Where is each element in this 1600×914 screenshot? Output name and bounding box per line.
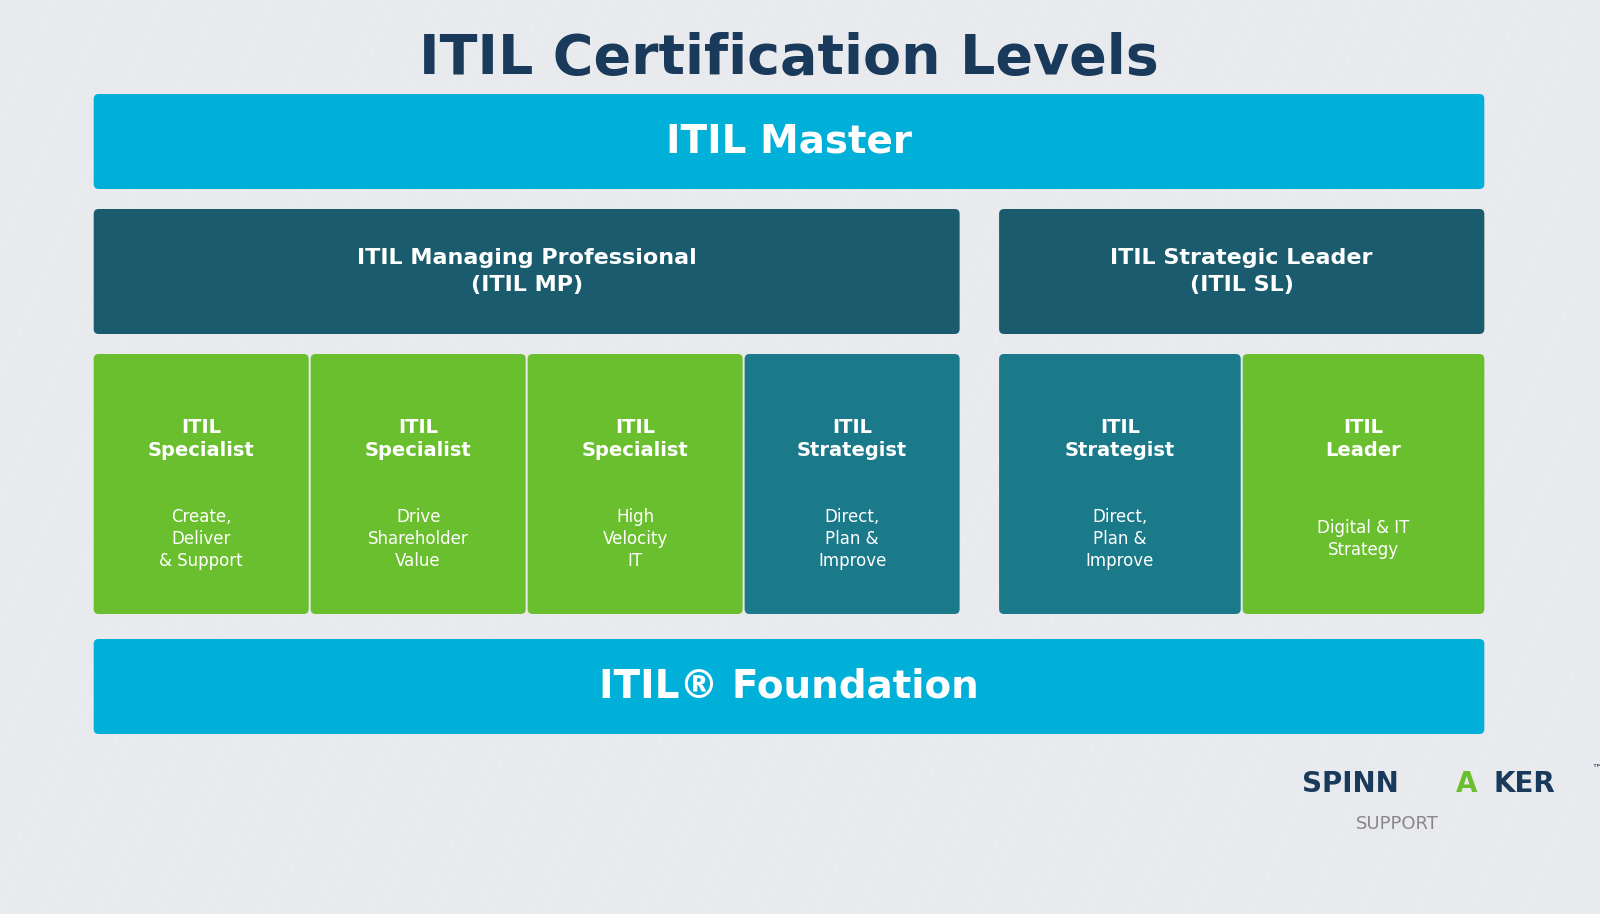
Text: ITIL Managing Professional
(ITIL MP): ITIL Managing Professional (ITIL MP): [357, 249, 696, 294]
FancyBboxPatch shape: [744, 354, 960, 614]
Text: Create,
Deliver
& Support: Create, Deliver & Support: [160, 508, 243, 570]
FancyBboxPatch shape: [94, 639, 1485, 734]
Text: ™: ™: [1592, 764, 1600, 774]
Text: ITIL® Foundation: ITIL® Foundation: [598, 667, 979, 706]
Text: KER: KER: [1493, 770, 1555, 798]
Text: Drive
Shareholder
Value: Drive Shareholder Value: [368, 508, 469, 570]
FancyBboxPatch shape: [94, 209, 960, 334]
Text: ITIL
Specialist: ITIL Specialist: [147, 418, 254, 461]
FancyBboxPatch shape: [528, 354, 742, 614]
FancyBboxPatch shape: [998, 209, 1485, 334]
FancyBboxPatch shape: [310, 354, 526, 614]
FancyBboxPatch shape: [94, 354, 309, 614]
FancyBboxPatch shape: [998, 354, 1240, 614]
Text: ITIL
Strategist: ITIL Strategist: [797, 418, 907, 461]
Text: SPINN: SPINN: [1302, 770, 1398, 798]
Text: ITIL
Strategist: ITIL Strategist: [1064, 418, 1174, 461]
Text: Direct,
Plan &
Improve: Direct, Plan & Improve: [818, 508, 886, 570]
Text: A: A: [1456, 770, 1477, 798]
Text: ITIL Strategic Leader
(ITIL SL): ITIL Strategic Leader (ITIL SL): [1110, 249, 1373, 294]
Text: ITIL
Specialist: ITIL Specialist: [365, 418, 472, 461]
Text: Digital & IT
Strategy: Digital & IT Strategy: [1317, 519, 1410, 559]
Text: ITIL
Specialist: ITIL Specialist: [582, 418, 688, 461]
Text: Direct,
Plan &
Improve: Direct, Plan & Improve: [1086, 508, 1154, 570]
FancyBboxPatch shape: [94, 94, 1485, 189]
Text: SUPPORT: SUPPORT: [1357, 815, 1438, 833]
Text: ITIL Master: ITIL Master: [666, 122, 912, 161]
Text: ITIL Certification Levels: ITIL Certification Levels: [419, 32, 1158, 86]
Text: ITIL
Leader: ITIL Leader: [1326, 418, 1402, 461]
FancyBboxPatch shape: [1243, 354, 1485, 614]
Text: High
Velocity
IT: High Velocity IT: [603, 508, 667, 570]
